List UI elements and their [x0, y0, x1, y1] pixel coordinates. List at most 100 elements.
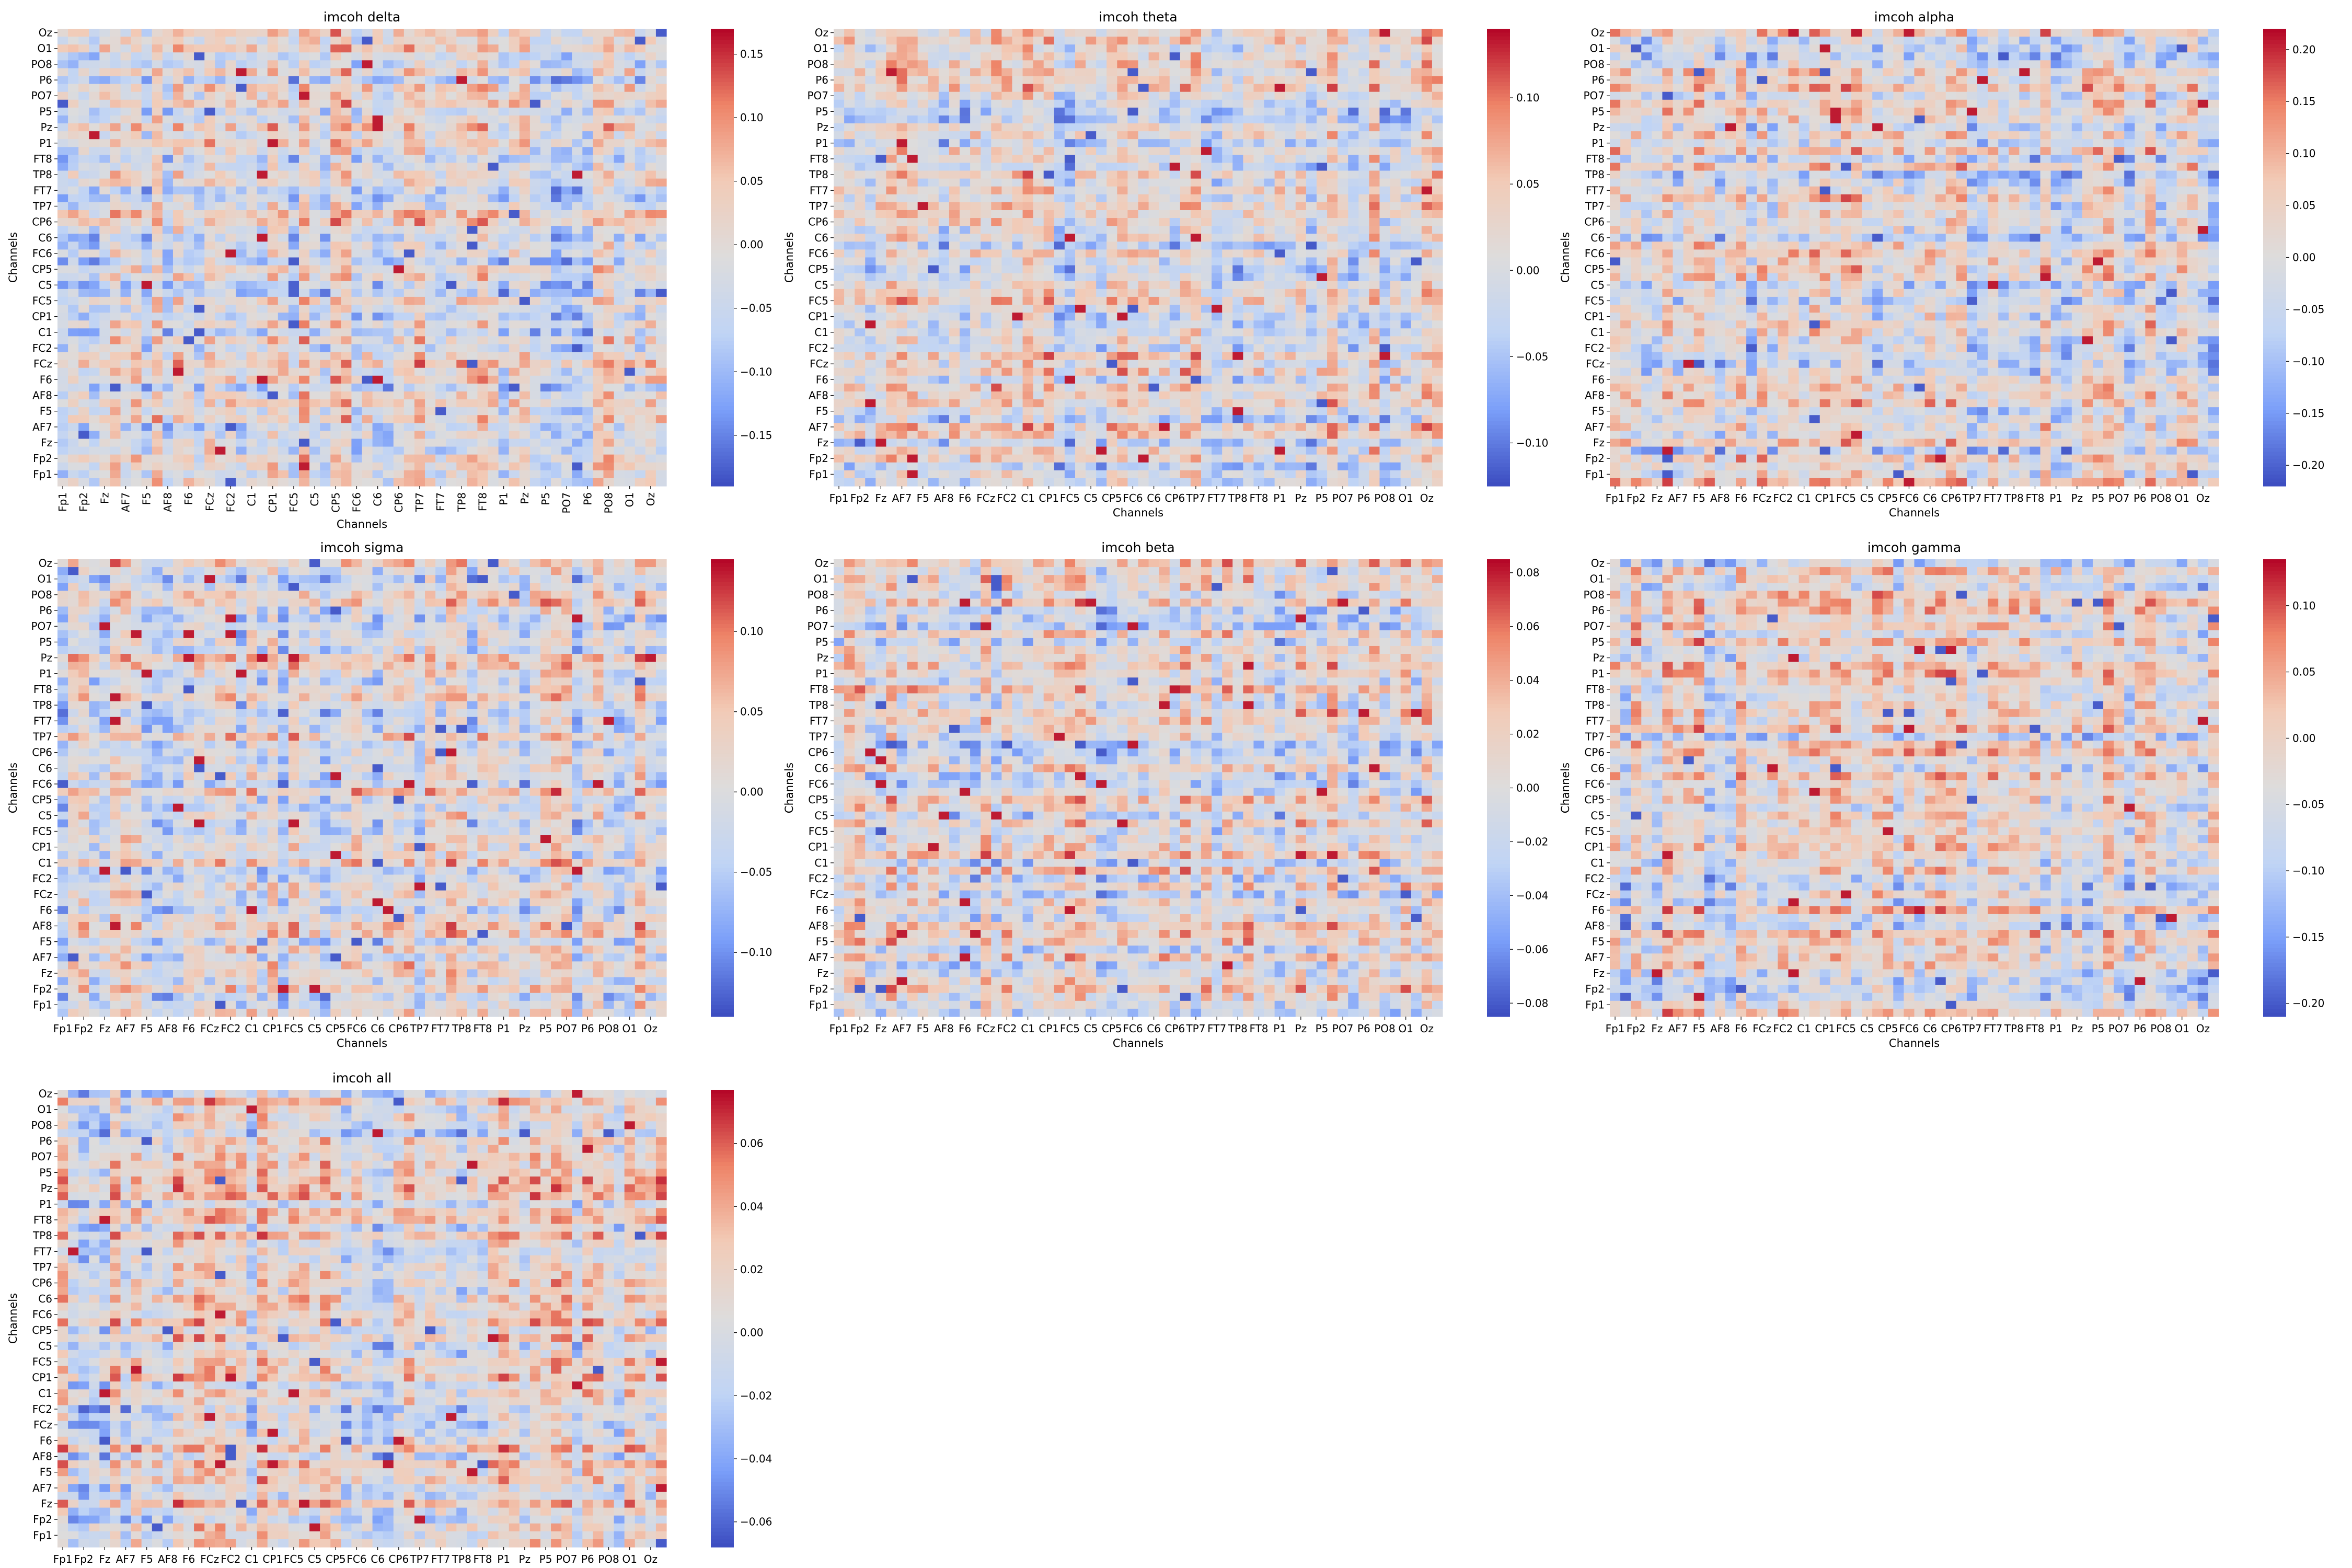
colorbar-tick-label: −0.10 [740, 365, 772, 378]
heatmap-cell [1243, 131, 1254, 140]
heatmap-cell [341, 210, 352, 218]
heatmap-cell [110, 68, 121, 77]
heatmap-cell [89, 76, 100, 85]
heatmap-cell [362, 37, 373, 45]
heatmap-cell [446, 226, 457, 234]
heatmap-cell [1348, 131, 1359, 140]
heatmap-cell [204, 265, 215, 274]
heatmap-cell [78, 257, 89, 266]
heatmap-cell [89, 60, 100, 69]
heatmap-cell [425, 44, 436, 53]
heatmap-cell [1348, 52, 1359, 61]
heatmap-cell [57, 194, 68, 203]
heatmap-cell [320, 155, 331, 164]
heatmap-cell [1212, 155, 1223, 164]
heatmap-cell [288, 234, 299, 242]
heatmap-cell [456, 313, 467, 321]
heatmap-cell [403, 352, 415, 361]
heatmap-cell [938, 107, 950, 116]
heatmap-cell [572, 147, 583, 155]
heatmap-cell [456, 439, 467, 447]
heatmap-cell [425, 273, 436, 282]
heatmap-cell [435, 391, 446, 400]
x-tick-label: TP8 [455, 492, 468, 512]
heatmap-cell [1180, 131, 1191, 140]
heatmap-cell [267, 44, 279, 53]
heatmap-cell [351, 194, 363, 203]
heatmap-cell [1012, 186, 1023, 195]
heatmap-cell [141, 375, 153, 384]
heatmap-cell [403, 155, 415, 164]
heatmap-cell [225, 107, 237, 116]
heatmap-cell [635, 60, 646, 69]
heatmap-cell [372, 423, 384, 431]
heatmap-cell [1222, 60, 1233, 69]
heatmap-cell [572, 170, 583, 179]
heatmap-cell [57, 360, 68, 368]
heatmap-cell [970, 202, 981, 211]
heatmap-cell [89, 84, 100, 93]
heatmap-cell [183, 383, 194, 392]
heatmap-cell [1264, 115, 1275, 124]
heatmap-cell [635, 446, 646, 455]
heatmap-cell [572, 257, 583, 266]
heatmap-cell [498, 123, 510, 132]
heatmap-cell [928, 202, 939, 211]
heatmap-cell [551, 313, 562, 321]
heatmap-cell [383, 99, 394, 108]
colorbar-step [711, 395, 734, 399]
heatmap-cell [886, 123, 897, 132]
heatmap-cell [603, 226, 615, 234]
heatmap-cell [131, 352, 142, 361]
heatmap-cell [1169, 155, 1181, 164]
heatmap-cell [320, 423, 331, 431]
heatmap-cell [561, 383, 572, 392]
heatmap-cell [330, 210, 341, 218]
heatmap-cell [529, 170, 541, 179]
heatmap-cell [1190, 147, 1202, 155]
heatmap-cell [425, 147, 436, 155]
y-tick-label: CP1 [32, 310, 52, 323]
heatmap-cell [446, 454, 457, 463]
heatmap-cell [152, 375, 163, 384]
heatmap-cell [246, 281, 258, 290]
heatmap-cell [561, 44, 572, 53]
heatmap-cell [372, 336, 384, 345]
heatmap-cell [99, 470, 111, 479]
colorbar-step [711, 413, 734, 418]
heatmap-cell [1432, 115, 1443, 124]
heatmap-cell [152, 123, 163, 132]
colorbar-step [711, 249, 734, 254]
heatmap-cell [372, 60, 384, 69]
heatmap-cell [655, 478, 667, 487]
heatmap-cell [1390, 147, 1401, 155]
heatmap-cell [141, 328, 153, 337]
heatmap-cell [529, 123, 541, 132]
heatmap-cell [603, 178, 615, 187]
heatmap-cell [1117, 29, 1128, 37]
heatmap-cell [477, 367, 489, 376]
heatmap-cell [414, 226, 425, 234]
heatmap-cell [362, 115, 373, 124]
heatmap-cell [970, 29, 981, 37]
heatmap-cell [635, 99, 646, 108]
heatmap-cell [865, 147, 876, 155]
heatmap-cell [1012, 131, 1023, 140]
heatmap-cell [204, 170, 215, 179]
heatmap-cell [99, 257, 111, 266]
heatmap-cell [498, 139, 510, 147]
heatmap-cell [1180, 115, 1191, 124]
heatmap-cell [1064, 186, 1076, 195]
heatmap-cell [844, 84, 855, 93]
heatmap-cell [529, 313, 541, 321]
heatmap-cell [456, 375, 467, 384]
heatmap-cell [225, 257, 237, 266]
heatmap-cell [886, 76, 897, 85]
heatmap-cell [330, 344, 341, 353]
heatmap-cell [288, 107, 299, 116]
heatmap-cell [1086, 147, 1097, 155]
heatmap-cell [215, 431, 226, 440]
heatmap-cell [1148, 84, 1160, 93]
heatmap-cell [341, 375, 352, 384]
heatmap-cell [194, 241, 205, 250]
